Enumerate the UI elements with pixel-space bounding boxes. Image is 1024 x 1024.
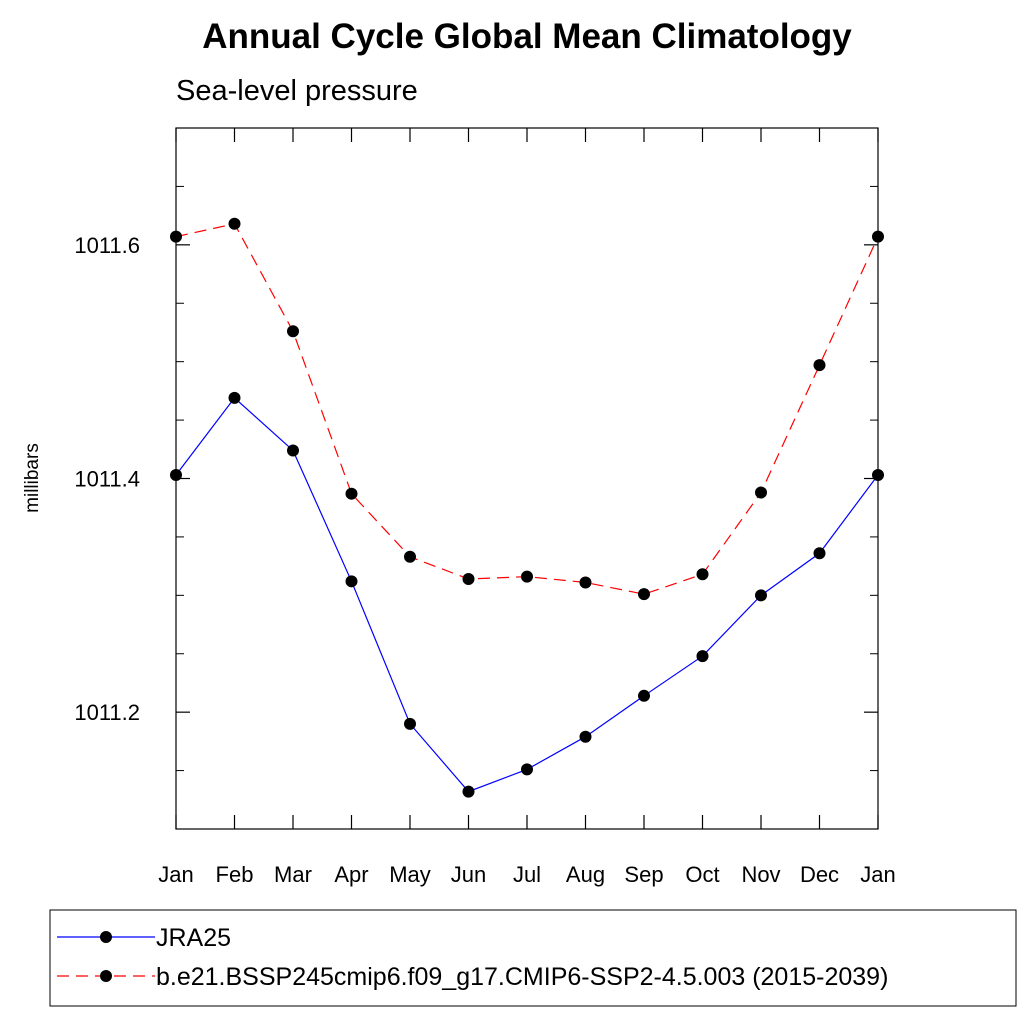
series-1-point xyxy=(170,230,182,243)
series-1-point xyxy=(755,486,767,499)
series-1-point xyxy=(638,588,650,601)
series-0-point xyxy=(579,730,592,743)
series-line-0 xyxy=(175,397,879,793)
series-1-point xyxy=(579,576,592,589)
series-0-point xyxy=(462,785,475,798)
x-tick-label: Jul xyxy=(513,862,541,887)
x-tick-labels: Jan Feb Mar Apr May Jun Jul Aug Sep Oct Nov Dec Jan xyxy=(158,862,895,887)
series-0-point xyxy=(170,468,182,481)
series-1-point xyxy=(872,230,884,243)
chart-title: Annual Cycle Global Mean Climatology xyxy=(202,17,852,56)
series-1-point xyxy=(404,550,416,563)
y-tick-labels: 1011.2 1011.4 1011.6 xyxy=(74,233,140,725)
series-0-point xyxy=(696,650,709,663)
chart-subtitle: Sea-level pressure xyxy=(176,75,418,107)
x-tick-label: Sep xyxy=(624,862,663,887)
legend-marker-0 xyxy=(100,931,112,943)
series-1-point xyxy=(287,325,299,338)
x-tick-label: Jan xyxy=(158,862,193,887)
series-0-point xyxy=(345,575,358,588)
series-0-point xyxy=(521,763,533,776)
x-tick-label: Apr xyxy=(334,862,368,887)
series-1-point xyxy=(228,217,241,230)
legend-label-0: JRA25 xyxy=(156,924,231,952)
y-tick-label: 1011.6 xyxy=(74,233,140,258)
x-tick-label: Jun xyxy=(451,862,486,887)
series-layer xyxy=(170,217,884,798)
legend-box xyxy=(49,909,1017,1007)
legend: JRA25 b.e21.BSSP245cmip6.f09_g17.CMIP6-SS… xyxy=(57,924,888,991)
x-tick-label: Feb xyxy=(216,862,254,887)
series-0-point xyxy=(872,468,884,481)
series-0-point xyxy=(287,444,299,457)
series-0-point xyxy=(813,547,826,560)
series-0-point xyxy=(404,717,416,730)
series-line-1 xyxy=(175,223,879,595)
series-0-point xyxy=(228,391,241,404)
series-1-point xyxy=(462,572,475,585)
x-tick-label: Aug xyxy=(566,862,605,887)
x-tick-label: May xyxy=(389,862,431,887)
series-0-point xyxy=(755,589,767,602)
legend-marker-1 xyxy=(100,970,112,982)
series-1-point xyxy=(813,359,826,372)
series-1-point xyxy=(345,487,358,500)
plot-frame xyxy=(175,127,879,830)
axis-ticks xyxy=(175,128,879,829)
series-0-point xyxy=(638,689,650,702)
y-axis-label: millibars xyxy=(22,443,43,513)
y-tick-label: 1011.4 xyxy=(74,467,140,492)
x-tick-label: Oct xyxy=(685,862,719,887)
legend-label-1: b.e21.BSSP245cmip6.f09_g17.CMIP6-SSP2-4.… xyxy=(156,963,888,991)
x-tick-label: Mar xyxy=(274,862,312,887)
x-tick-label: Nov xyxy=(741,862,780,887)
x-tick-label: Dec xyxy=(800,862,839,887)
series-1-point xyxy=(521,570,533,583)
series-1-point xyxy=(696,568,709,581)
y-tick-label: 1011.2 xyxy=(74,700,140,725)
x-tick-label: Jan xyxy=(860,862,895,887)
